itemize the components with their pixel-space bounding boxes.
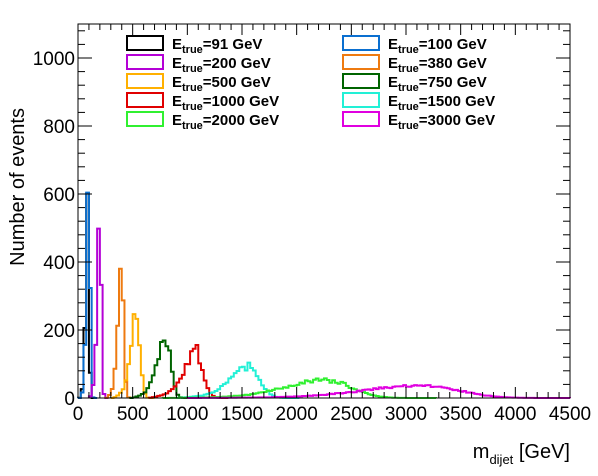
x-tick-label: 500 xyxy=(117,404,149,425)
x-axis-title-sub: dijet xyxy=(489,452,513,467)
legend-swatch xyxy=(342,73,380,89)
series-histogram xyxy=(128,339,192,399)
x-tick-label: 2500 xyxy=(330,404,372,425)
legend-label: Etrue=750 GeV xyxy=(388,74,487,94)
legend-label: Etrue=91 GeV xyxy=(172,36,262,56)
legend-label: Etrue=500 GeV xyxy=(172,74,271,94)
x-axis-title: mdijet [GeV] xyxy=(473,441,570,467)
series-histogram xyxy=(77,191,98,399)
legend-swatch xyxy=(126,73,164,89)
x-tick-label: 1000 xyxy=(166,404,208,425)
series-histogram xyxy=(109,313,155,399)
legend-swatch xyxy=(342,92,380,108)
legend-label: Etrue=100 GeV xyxy=(388,36,487,56)
y-tick-label: 1000 xyxy=(33,49,75,70)
x-axis-title-unit: [GeV] xyxy=(513,441,570,463)
legend-label: Etrue=1500 GeV xyxy=(388,93,495,113)
legend-swatch xyxy=(342,111,380,127)
y-tick-label: 200 xyxy=(43,321,75,342)
series-layer xyxy=(77,191,571,399)
legend-label: Etrue=1000 GeV xyxy=(172,93,279,113)
y-axis-title: Number of events xyxy=(7,108,29,266)
x-tick-label: 2000 xyxy=(276,404,318,425)
series-histogram xyxy=(87,227,110,399)
y-tick-label: 0 xyxy=(64,389,75,410)
y-tick-label: 800 xyxy=(43,117,75,138)
legend-swatch xyxy=(126,111,164,127)
legend-label: Etrue=380 GeV xyxy=(388,55,487,75)
plot-frame xyxy=(77,23,571,399)
legend-label: Etrue=3000 GeV xyxy=(388,112,495,132)
y-tick-label: 400 xyxy=(43,253,75,274)
legend-swatch xyxy=(126,92,164,108)
legend-swatch xyxy=(342,54,380,70)
legend-swatch xyxy=(126,35,164,51)
x-tick-label: 4000 xyxy=(494,404,536,425)
x-tick-label: 3500 xyxy=(440,404,482,425)
x-axis-title-main: m xyxy=(473,441,490,463)
series-histogram xyxy=(104,267,134,399)
x-tick-label: 4500 xyxy=(549,404,591,425)
tick-labels: 0 500 1000 1500 2000 2500 3000 3500 4000 4500 0 200… xyxy=(33,49,591,425)
ticks-layer xyxy=(77,24,571,399)
x-tick-label: 0 xyxy=(73,404,84,425)
legend-swatch xyxy=(342,35,380,51)
x-tick-label: 1500 xyxy=(221,404,263,425)
y-tick-label: 600 xyxy=(43,185,75,206)
legend-label: Etrue=200 GeV xyxy=(172,55,271,75)
series-histogram xyxy=(175,361,301,399)
legend-label: Etrue=2000 GeV xyxy=(172,112,279,132)
x-tick-label: 3000 xyxy=(385,404,427,425)
legend-swatch xyxy=(126,54,164,70)
